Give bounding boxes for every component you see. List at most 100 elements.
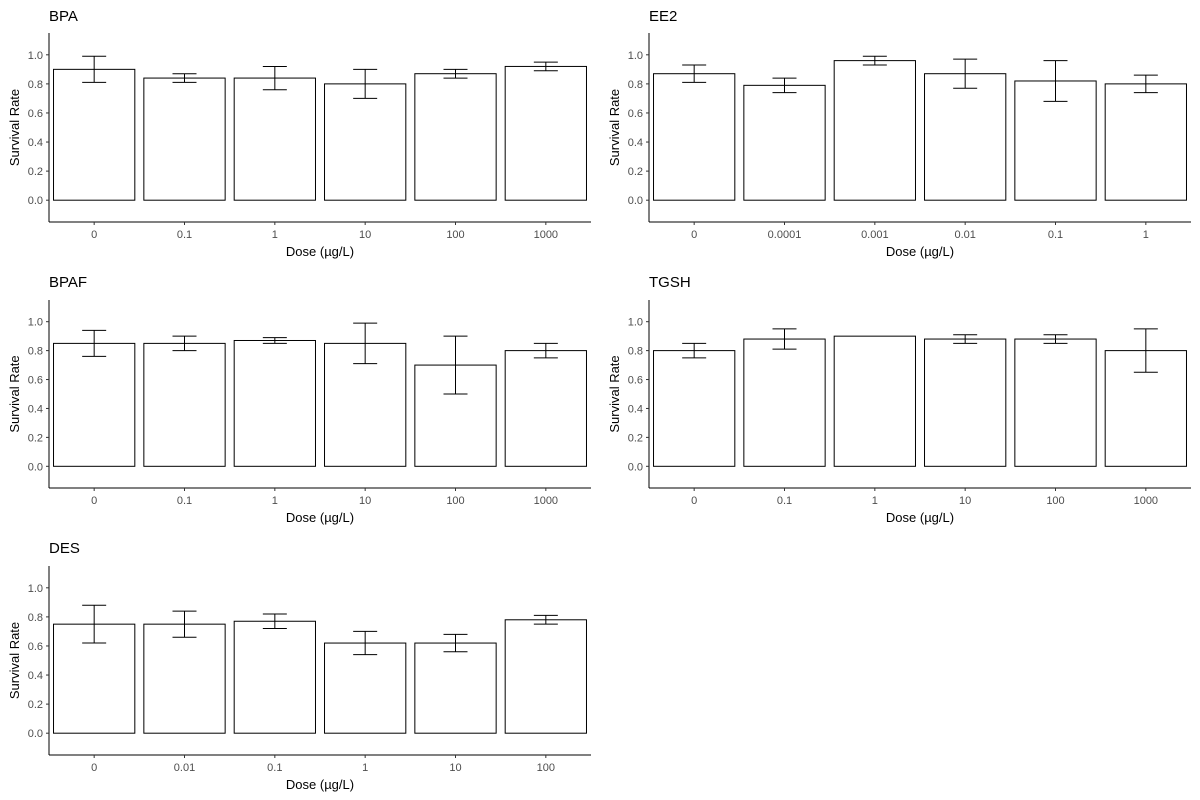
x-axis-title: Dose (µg/L) (286, 777, 354, 792)
x-tick-label: 1000 (534, 495, 558, 507)
panel-ee2: EE2 0.0 0.2 0.4 0.6 0.8 1.0 0 0.0001 0.001 0.01 0.1… (607, 8, 1191, 259)
x-tick-label: 100 (537, 762, 555, 774)
x-tick-label: 0 (91, 229, 97, 241)
panel-title: BPAF (49, 274, 87, 291)
y-tick-label: 0.6 (28, 108, 43, 120)
y-axis-title: Survival Rate (7, 355, 22, 432)
y-tick-label: 1.0 (28, 50, 43, 62)
y-tick-label: 0.8 (28, 79, 43, 91)
bar (53, 342, 136, 467)
bar (504, 65, 587, 201)
x-tick-label: 0.1 (1048, 229, 1063, 241)
panel-title: TGSH (649, 274, 691, 291)
bar (414, 642, 497, 734)
bar (504, 350, 587, 467)
x-tick-label: 1 (272, 229, 278, 241)
bar (653, 350, 736, 467)
bar (1104, 83, 1187, 201)
x-tick-label: 0.1 (177, 495, 192, 507)
y-tick-label: 0.4 (628, 137, 643, 149)
x-tick-label: 10 (359, 229, 371, 241)
y-tick-label: 0.2 (28, 166, 43, 178)
panel-bpa: BPA 0.0 0.2 0.4 0.6 0.8 1.0 0 0.1 1 10 100 1000 Dose … (7, 8, 591, 259)
y-tick-label: 0.4 (28, 137, 43, 149)
x-tick-label: 0.1 (177, 229, 192, 241)
bar (53, 68, 136, 201)
y-tick-label: 0.4 (28, 670, 43, 682)
y-tick-label: 0.2 (628, 166, 643, 178)
x-tick-label: 0 (91, 495, 97, 507)
y-axis-title: Survival Rate (607, 89, 622, 166)
x-tick-label: 0 (691, 495, 697, 507)
x-tick-label: 100 (446, 495, 464, 507)
bar (233, 77, 316, 201)
y-axis-title: Survival Rate (607, 355, 622, 432)
x-tick-label: 1 (1143, 229, 1149, 241)
y-tick-label: 1.0 (628, 50, 643, 62)
y-tick-label: 0.8 (628, 79, 643, 91)
panel-des: DES 0.0 0.2 0.4 0.6 0.8 1.0 0 0.01 0.1 1 10 100 Dose … (7, 540, 591, 792)
y-tick-label: 0.0 (28, 461, 43, 473)
x-axis-title: Dose (µg/L) (286, 244, 354, 259)
panel-title: EE2 (649, 8, 677, 25)
x-tick-label: 1 (362, 762, 368, 774)
x-tick-label: 1000 (1134, 495, 1158, 507)
panel-title: DES (49, 540, 80, 557)
y-tick-label: 0.0 (628, 461, 643, 473)
x-tick-label: 0.1 (267, 762, 282, 774)
y-tick-label: 0.8 (28, 612, 43, 624)
x-tick-label: 100 (1046, 495, 1064, 507)
y-tick-label: 0.6 (628, 375, 643, 387)
x-tick-label: 10 (359, 495, 371, 507)
y-tick-label: 0.2 (28, 699, 43, 711)
y-tick-label: 0.6 (628, 108, 643, 120)
x-tick-label: 10 (449, 762, 461, 774)
bar (143, 342, 226, 467)
y-axis-title: Survival Rate (7, 89, 22, 166)
x-tick-label: 0.001 (861, 229, 889, 241)
x-tick-label: 1 (272, 495, 278, 507)
panel-tgsh: TGSH 0.0 0.2 0.4 0.6 0.8 1.0 0 0.1 1 10 100 1000 Dose… (607, 274, 1191, 525)
bar (653, 73, 736, 201)
x-tick-label: 0.0001 (768, 229, 802, 241)
y-tick-label: 1.0 (28, 317, 43, 329)
bar (743, 84, 826, 201)
y-tick-label: 0.6 (28, 375, 43, 387)
bar (143, 77, 226, 201)
y-tick-label: 1.0 (28, 583, 43, 595)
bar (233, 620, 316, 734)
bar (143, 623, 226, 734)
x-tick-label: 0.01 (954, 229, 975, 241)
panel-title: BPA (49, 8, 78, 25)
y-tick-label: 0.0 (28, 195, 43, 207)
x-tick-label: 1 (872, 495, 878, 507)
bar (324, 83, 407, 201)
bar (743, 338, 826, 467)
bar (924, 73, 1007, 201)
y-tick-label: 0.2 (28, 432, 43, 444)
x-tick-label: 0 (91, 762, 97, 774)
x-tick-label: 10 (959, 495, 971, 507)
x-axis-title: Dose (µg/L) (886, 244, 954, 259)
bar (324, 642, 407, 734)
y-tick-label: 0.4 (628, 403, 643, 415)
y-tick-label: 0.0 (628, 195, 643, 207)
bar (833, 335, 916, 467)
x-tick-label: 0 (691, 229, 697, 241)
bar (833, 60, 916, 201)
y-tick-label: 0.2 (628, 432, 643, 444)
bar (504, 619, 587, 734)
x-tick-label: 100 (446, 229, 464, 241)
y-tick-label: 0.8 (28, 346, 43, 358)
y-tick-label: 0.0 (28, 728, 43, 740)
x-axis-title: Dose (µg/L) (886, 510, 954, 525)
y-tick-label: 0.4 (28, 403, 43, 415)
y-tick-label: 0.6 (28, 641, 43, 653)
x-axis-title: Dose (µg/L) (286, 510, 354, 525)
bar (414, 73, 497, 201)
x-tick-label: 0.1 (777, 495, 792, 507)
panel-bpaf: BPAF 0.0 0.2 0.4 0.6 0.8 1.0 0 0.1 1 10 100 1000 Dose… (7, 274, 591, 525)
y-tick-label: 1.0 (628, 317, 643, 329)
x-tick-label: 1000 (534, 229, 558, 241)
